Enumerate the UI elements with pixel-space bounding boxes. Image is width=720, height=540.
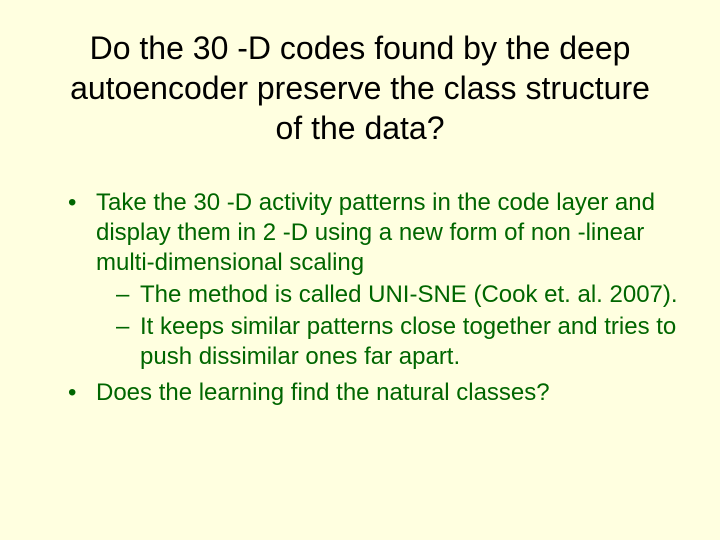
bullet-list: Take the 30 -D activity patterns in the … — [40, 188, 680, 408]
bullet-item: Does the learning find the natural class… — [68, 378, 680, 408]
bullet-text: Does the learning find the natural class… — [96, 379, 550, 406]
sub-bullet-text: The method is called UNI-SNE (Cook et. a… — [140, 281, 678, 308]
slide: Do the 30 -D codes found by the deep aut… — [0, 0, 720, 540]
slide-body: Take the 30 -D activity patterns in the … — [40, 188, 680, 408]
bullet-text: Take the 30 -D activity patterns in the … — [96, 189, 655, 276]
slide-title: Do the 30 -D codes found by the deep aut… — [40, 28, 680, 148]
sub-bullet-item: The method is called UNI-SNE (Cook et. a… — [116, 280, 680, 310]
sub-bullet-item: It keeps similar patterns close together… — [116, 312, 680, 372]
bullet-item: Take the 30 -D activity patterns in the … — [68, 188, 680, 372]
sub-bullet-list: The method is called UNI-SNE (Cook et. a… — [96, 280, 680, 372]
sub-bullet-text: It keeps similar patterns close together… — [140, 313, 676, 370]
